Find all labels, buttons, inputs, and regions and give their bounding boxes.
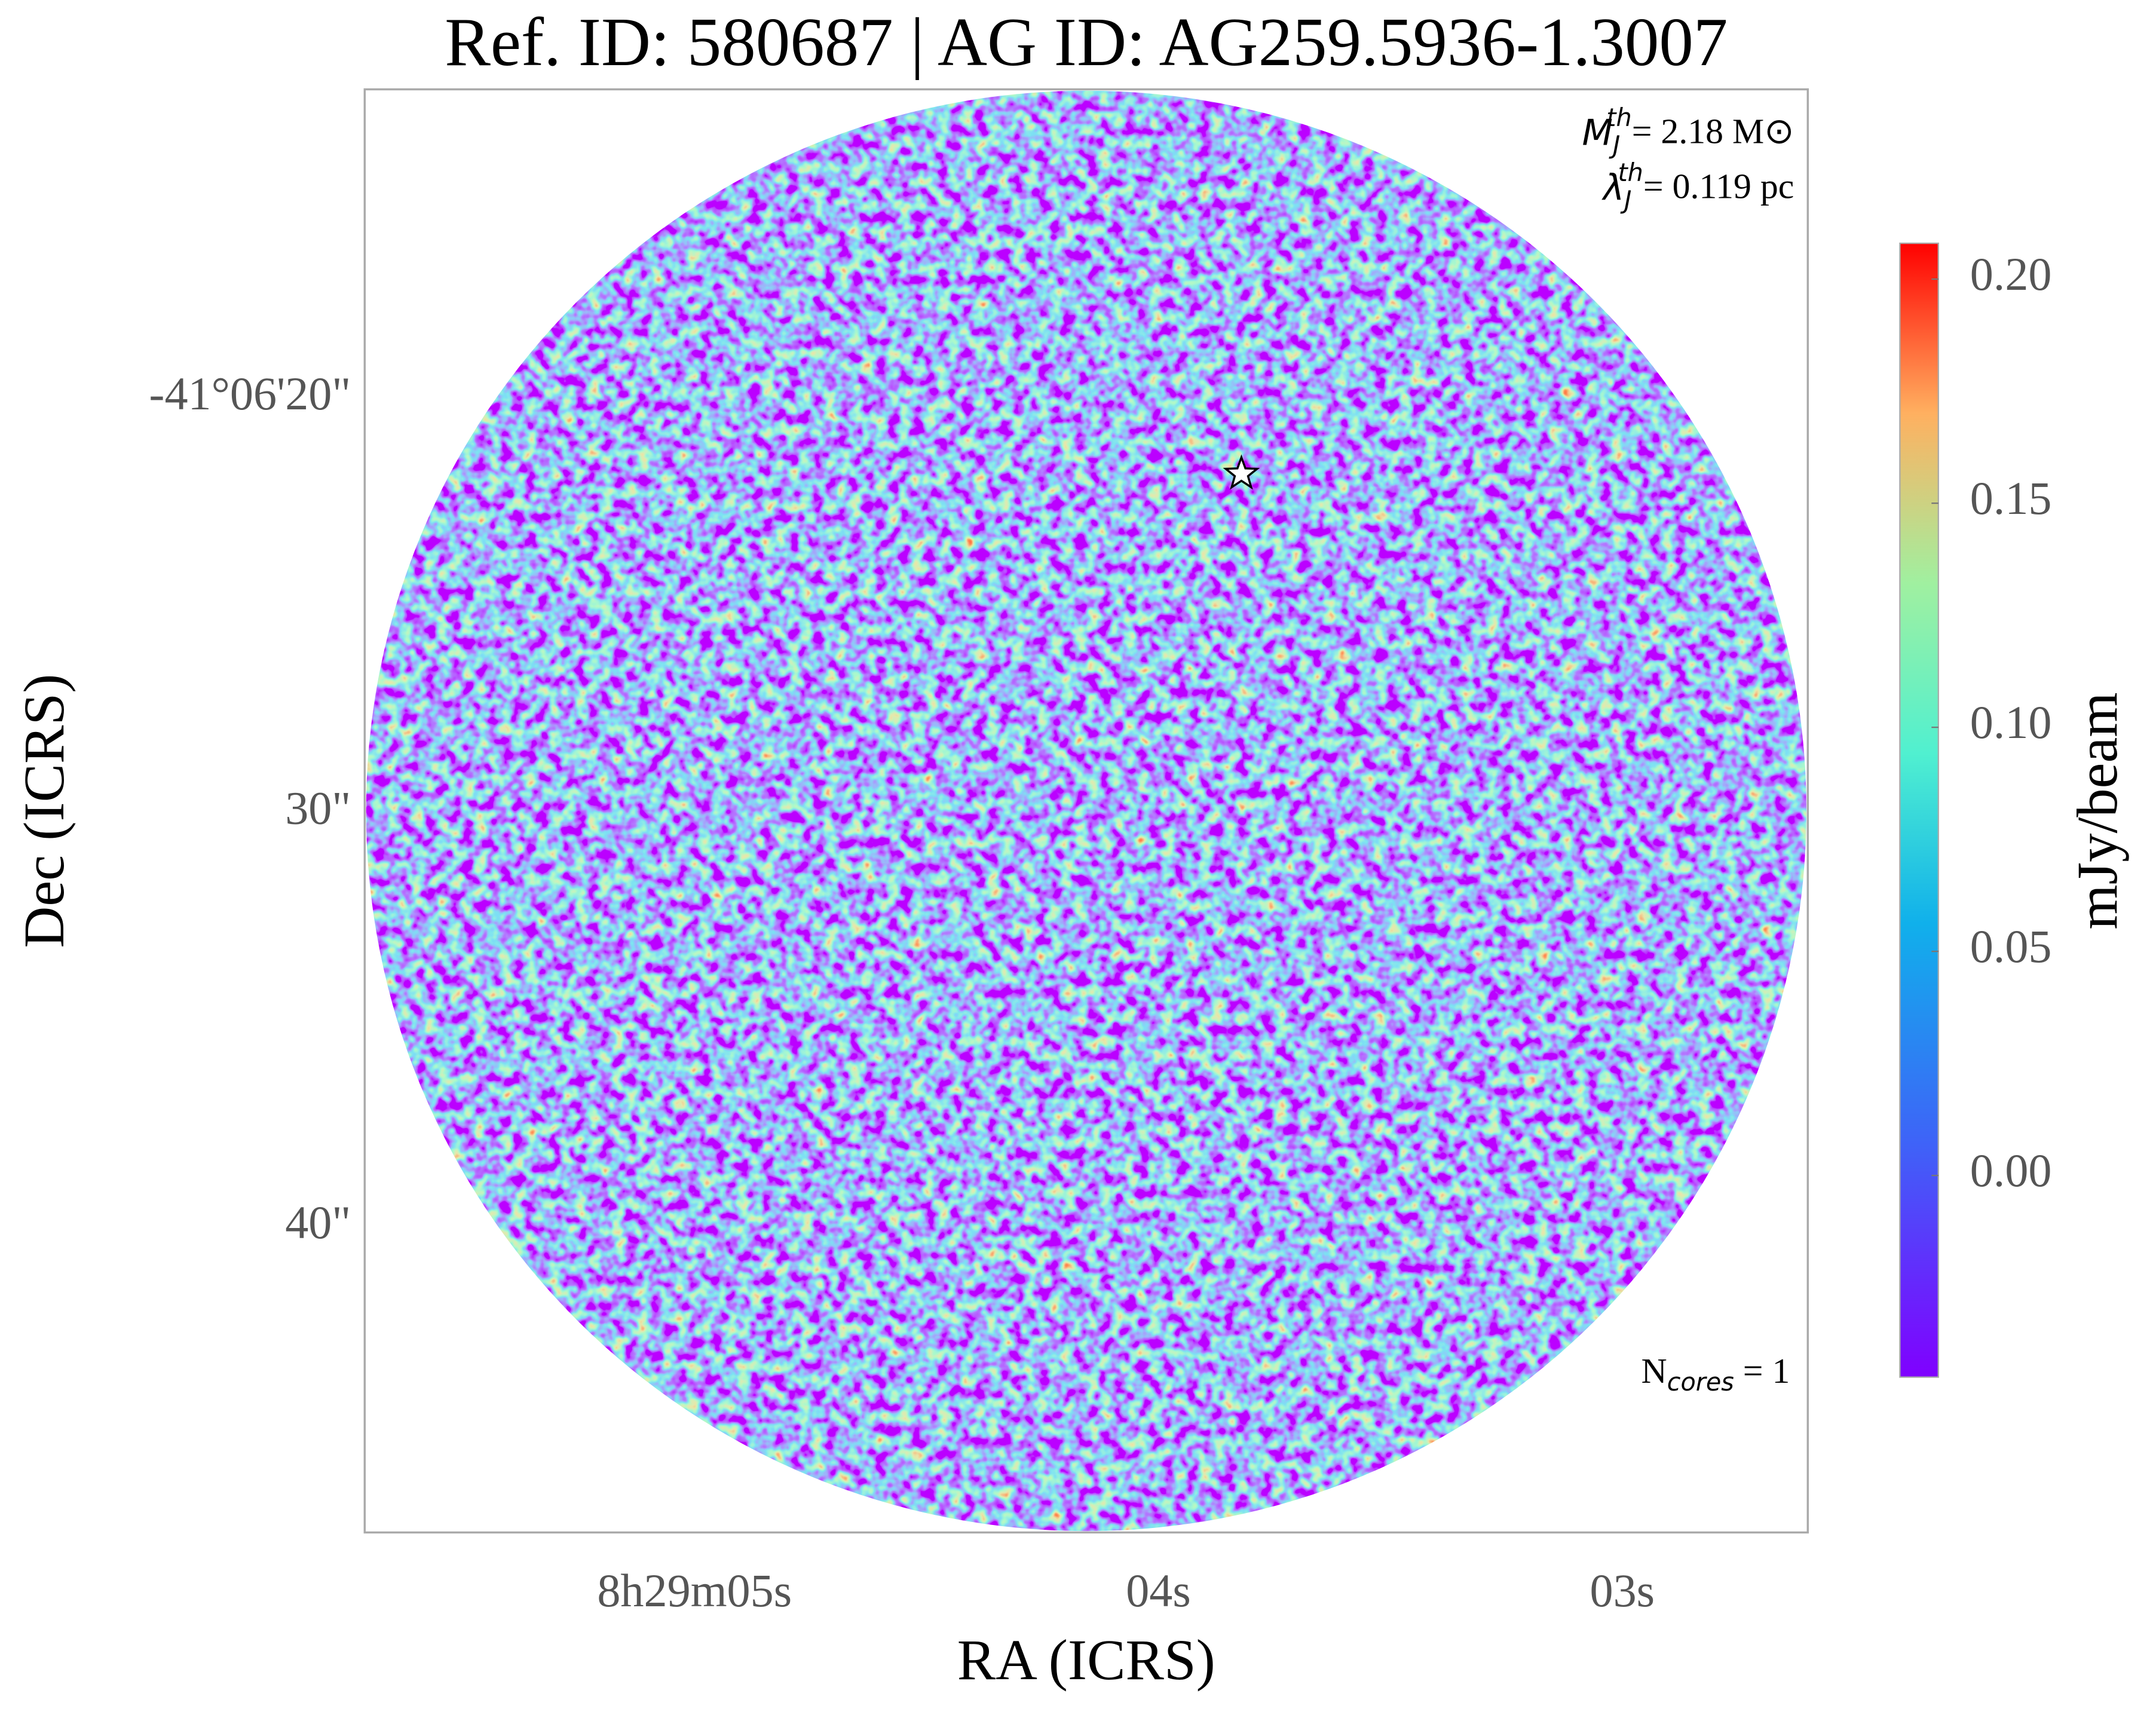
- annotation-text: = 1: [1734, 1351, 1790, 1391]
- annotation-sup: th: [1606, 103, 1631, 132]
- annotation-symbol: M: [1582, 112, 1613, 154]
- annotation-sup: th: [1618, 158, 1643, 187]
- y-tick-label: 30": [285, 782, 351, 834]
- colorbar-tick-label: 0.15: [1970, 472, 2052, 524]
- annotation: λJth= 0.119 pc: [1601, 158, 1794, 215]
- colorbar-tick-label: 0.10: [1970, 696, 2052, 748]
- x-tick-label: 8h29m05s: [597, 1564, 792, 1616]
- y-tick-label: -41°06'20": [149, 368, 351, 419]
- map-pixels: [366, 90, 1806, 1532]
- intensity-map: [366, 90, 1806, 1532]
- annotation-sub: cores: [1667, 1368, 1734, 1397]
- colorbar-tick-label: 0.00: [1970, 1144, 2052, 1196]
- annotation: Ncores = 1: [1642, 1351, 1790, 1397]
- x-tick-label: 03s: [1590, 1564, 1655, 1616]
- core-marker: [1223, 454, 1260, 490]
- annotation-symbol: N: [1642, 1351, 1667, 1391]
- x-tick-label: 04s: [1126, 1564, 1191, 1616]
- colorbar-label: mJy/beam: [2065, 692, 2129, 929]
- colorbar: [1899, 242, 1939, 1378]
- chart-title: Ref. ID: 580687 | AG ID: AG259.5936-1.30…: [445, 4, 1728, 80]
- annotation: MJth= 2.18 M⊙: [1582, 103, 1794, 160]
- axes-frame: [363, 88, 1809, 1534]
- x-axis-label: RA (ICRS): [957, 1628, 1215, 1692]
- annotation-text: = 2.18 M⊙: [1632, 111, 1794, 151]
- colorbar-tick-label: 0.20: [1970, 248, 2052, 300]
- annotation-symbol: λ: [1601, 167, 1624, 209]
- colorbar-tick-label: 0.05: [1970, 920, 2052, 972]
- y-tick-label: 40": [285, 1196, 351, 1248]
- y-axis-label: Dec (ICRS): [12, 674, 76, 948]
- annotation-text: = 0.119 pc: [1643, 166, 1794, 206]
